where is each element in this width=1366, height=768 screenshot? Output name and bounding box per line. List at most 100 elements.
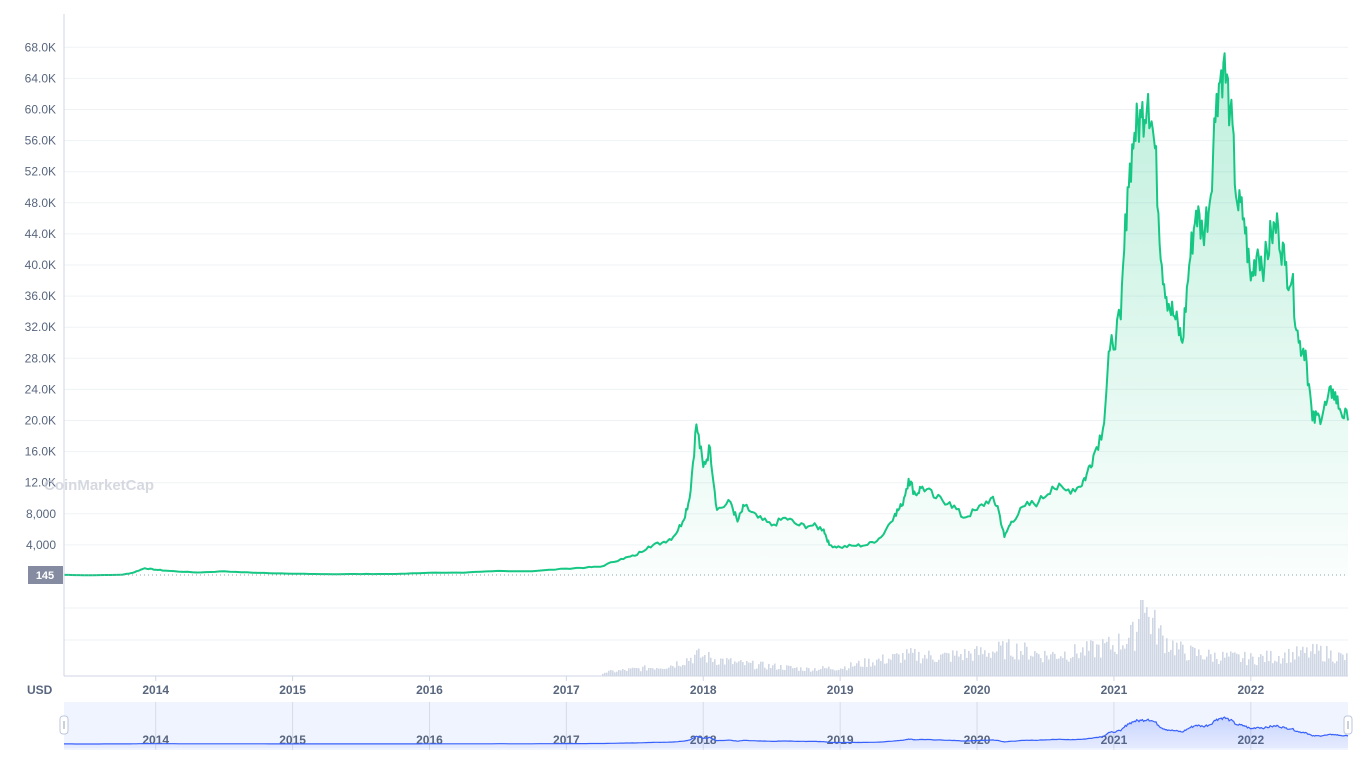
y-axis-ticks: 4,000 8,000 12.0K 16.0K 20.0K 24.0K 28.0K 32.0K… bbox=[25, 40, 57, 552]
volume-bar bbox=[894, 654, 896, 676]
x-tick-label: 2021 bbox=[1101, 683, 1128, 697]
volume-bar bbox=[888, 658, 890, 676]
volume-bar bbox=[762, 661, 764, 676]
volume-bar bbox=[1030, 655, 1032, 676]
volume-bar bbox=[926, 658, 928, 676]
x-tick-label: 2019 bbox=[827, 683, 854, 697]
volume-bar bbox=[1320, 645, 1322, 676]
volume-bar bbox=[1194, 648, 1196, 676]
volume-bar bbox=[1180, 641, 1182, 676]
volume-bar bbox=[676, 661, 678, 676]
volume-bar bbox=[1170, 649, 1172, 676]
volume-bar bbox=[1068, 661, 1070, 676]
volume-bar bbox=[964, 649, 966, 676]
volume-bar bbox=[716, 664, 718, 676]
volume-bar bbox=[876, 659, 878, 676]
volume-bar bbox=[1076, 653, 1078, 676]
volume-bar bbox=[664, 668, 666, 676]
x-axis-ticks: 2014 2015 2016 2017 2018 2019 2020 2021 2022 bbox=[142, 676, 1264, 697]
volume-bar bbox=[934, 661, 936, 676]
volume-bar bbox=[674, 667, 676, 676]
volume-bar bbox=[786, 665, 788, 676]
volume-bar bbox=[1078, 658, 1080, 676]
volume-bar bbox=[940, 654, 942, 676]
volume-bar bbox=[1010, 655, 1012, 676]
volume-bar bbox=[1124, 648, 1126, 676]
volume-bar bbox=[1188, 660, 1190, 676]
volume-bar bbox=[850, 662, 852, 676]
volume-bar bbox=[1122, 645, 1124, 676]
volume-bar bbox=[1096, 644, 1098, 676]
navigator-right-handle[interactable] bbox=[1343, 715, 1353, 735]
volume-bar bbox=[1108, 636, 1110, 676]
volume-bar bbox=[840, 668, 842, 676]
volume-bar bbox=[616, 671, 618, 676]
volume-bar bbox=[704, 655, 706, 676]
volume-bar bbox=[722, 658, 724, 676]
volume-bar bbox=[1226, 652, 1228, 676]
volume-bar bbox=[928, 650, 930, 676]
volume-bar bbox=[1112, 645, 1114, 676]
volume-bar bbox=[868, 658, 870, 676]
volume-bar bbox=[780, 665, 782, 676]
volume-bar bbox=[1072, 656, 1074, 676]
volume-bar bbox=[1198, 649, 1200, 676]
volume-bar bbox=[782, 669, 784, 676]
volume-bar bbox=[1218, 664, 1220, 676]
volume-bar bbox=[1256, 665, 1258, 676]
y-tick-label: 4,000 bbox=[26, 538, 56, 552]
volume-bar bbox=[1186, 660, 1188, 676]
volume-bar bbox=[654, 669, 656, 676]
volume-bar bbox=[1284, 652, 1286, 676]
volume-bar bbox=[1318, 650, 1320, 676]
volume-bar bbox=[1196, 655, 1198, 676]
volume-bar bbox=[642, 666, 644, 676]
volume-bar bbox=[998, 641, 1000, 676]
volume-bar bbox=[1034, 651, 1036, 676]
y-tick-label: 64.0K bbox=[25, 71, 56, 85]
volume-bar bbox=[690, 657, 692, 676]
volume-bar bbox=[942, 653, 944, 676]
volume-bar bbox=[950, 661, 952, 676]
volume-bar bbox=[1182, 644, 1184, 676]
volume-bar bbox=[902, 653, 904, 676]
volume-bar bbox=[960, 654, 962, 676]
volume-bar bbox=[658, 668, 660, 676]
volume-bar bbox=[1098, 644, 1100, 676]
volume-bar bbox=[1270, 650, 1272, 676]
volume-bar bbox=[1314, 653, 1316, 676]
volume-bar bbox=[688, 660, 690, 676]
volume-bar bbox=[1152, 617, 1154, 676]
volume-bar bbox=[1164, 653, 1166, 676]
volume-bar bbox=[1342, 654, 1344, 676]
volume-bar bbox=[1328, 658, 1330, 676]
volume-bar bbox=[1214, 652, 1216, 676]
volume-bar bbox=[666, 668, 668, 676]
volume-bar bbox=[832, 669, 834, 676]
volume-bar bbox=[944, 652, 946, 676]
navigator-line bbox=[64, 716, 1349, 745]
volume-bar bbox=[1116, 654, 1118, 676]
volume-bar bbox=[1014, 659, 1016, 676]
volume-bar bbox=[756, 668, 758, 676]
volume-bar bbox=[1128, 637, 1130, 676]
volume-bar bbox=[802, 670, 804, 676]
x-tick-label: 2022 bbox=[1237, 683, 1264, 697]
volume-bar bbox=[1088, 650, 1090, 676]
volume-bar bbox=[1254, 664, 1256, 676]
volume-bar bbox=[738, 661, 740, 676]
volume-bar bbox=[1040, 658, 1042, 676]
volume-bar bbox=[838, 669, 840, 676]
volume-bar bbox=[634, 667, 636, 676]
volume-bar bbox=[1178, 649, 1180, 676]
volume-bar bbox=[906, 649, 908, 676]
volume-bar bbox=[1316, 644, 1318, 676]
volume-bar bbox=[1340, 653, 1342, 676]
volume-bar bbox=[712, 662, 714, 676]
volume-bar bbox=[1312, 643, 1314, 676]
x-tick-label: 2015 bbox=[279, 683, 306, 697]
volume-bar bbox=[852, 666, 854, 676]
navigator-left-handle[interactable] bbox=[59, 715, 69, 735]
